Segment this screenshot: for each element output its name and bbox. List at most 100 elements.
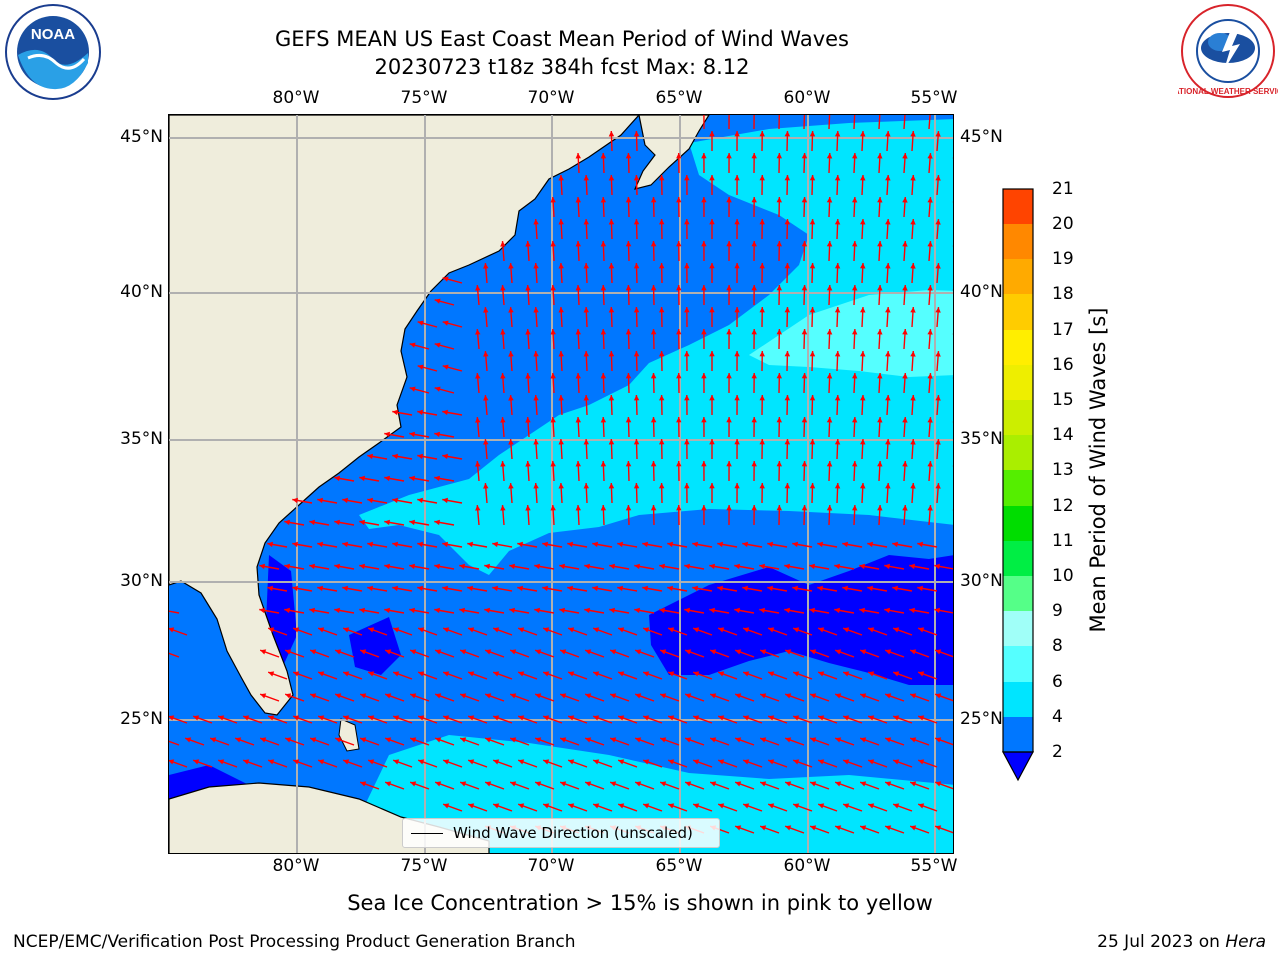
wave-direction-arrowhead [334, 475, 340, 482]
wave-direction-arrowhead [310, 737, 317, 743]
wave-direction-arrowhead [793, 671, 800, 677]
wave-direction-arrowhead [568, 803, 575, 809]
colorbar-tick: 13 [1052, 460, 1074, 480]
wave-direction-arrowhead [693, 627, 700, 633]
wave-direction-arrowhead [260, 693, 267, 699]
wave-direction-arrowhead [668, 627, 675, 633]
wave-direction-arrowhead [600, 461, 607, 467]
wave-direction-arrowhead [384, 475, 390, 482]
wave-direction-arrowhead [610, 737, 617, 743]
wave-direction-arrowhead [643, 627, 650, 633]
wave-direction-arrowhead [910, 307, 916, 313]
wave-direction-arrowhead [608, 263, 615, 269]
wave-direction-arrowhead [860, 483, 866, 489]
wave-direction-arrowhead [784, 563, 790, 570]
wave-direction-arrowhead [459, 607, 465, 614]
wave-direction-arrowhead [684, 483, 690, 489]
colorbar-segment [1003, 717, 1033, 752]
wave-direction-arrowhead [792, 541, 798, 548]
wave-direction-arrowhead [583, 263, 589, 269]
wave-direction-arrowhead [826, 461, 833, 467]
wave-direction-arrowhead [259, 563, 265, 570]
wave-direction-arrowhead [742, 585, 748, 592]
wave-direction-arrowhead [785, 649, 792, 655]
wave-direction-arrowhead [575, 461, 581, 467]
wave-direction-arrowhead [659, 439, 665, 445]
wave-direction-arrowhead [368, 759, 375, 765]
wave-direction-arrowhead [818, 803, 825, 809]
wave-direction-arrowhead [735, 781, 742, 787]
wave-direction-arrowhead [810, 825, 817, 831]
wave-direction-arrowhead [635, 649, 642, 655]
wave-direction-arrowhead [743, 627, 750, 633]
wave-direction-arrowhead [360, 781, 367, 787]
wave-direction-arrowhead [410, 649, 417, 655]
wave-direction-arrowhead [660, 649, 667, 655]
wave-direction-arrowhead [434, 431, 440, 438]
wave-direction-arrowhead [442, 409, 448, 416]
colorbar-label: Mean Period of Wind Waves [s] [1086, 307, 1110, 633]
wave-direction-arrowhead [935, 307, 941, 313]
wave-direction-arrowhead [759, 607, 765, 614]
wave-direction-arrowhead [600, 329, 607, 335]
wave-direction-arrowhead [385, 781, 392, 787]
wave-direction-arrowhead [633, 263, 640, 269]
wave-direction-arrowhead [917, 585, 923, 592]
wave-direction-arrowhead [835, 781, 842, 787]
wave-direction-arrowhead [558, 175, 564, 181]
colorbar-segment [1003, 576, 1033, 611]
wave-direction-arrowhead [809, 483, 816, 489]
lon-tick-top: 55°W [910, 88, 958, 108]
wave-direction-arrowhead [318, 759, 325, 765]
wave-direction-arrowhead [834, 175, 841, 181]
footer-date-text: 25 Jul 2023 on [1097, 932, 1226, 952]
wave-direction-arrowhead [810, 649, 817, 655]
wave-direction-arrowhead [210, 737, 217, 743]
wave-direction-arrowhead [893, 759, 900, 765]
wave-direction-arrowhead [468, 759, 475, 765]
wave-direction-arrowhead [927, 417, 933, 423]
wave-direction-arrowhead [877, 197, 883, 203]
wave-direction-arrowhead [751, 153, 757, 159]
wave-direction-arrowhead [768, 627, 775, 633]
wave-direction-arrowhead [534, 563, 540, 570]
wave-direction-arrowhead [902, 329, 908, 335]
wave-direction-arrowhead [685, 781, 692, 787]
wave-direction-arrowhead [676, 373, 682, 379]
wave-direction-arrowhead [393, 715, 400, 721]
wave-direction-arrowhead [784, 395, 791, 401]
wave-direction-arrowhead [533, 439, 539, 445]
wave-direction-arrowhead [359, 519, 365, 526]
lon-tick-bottom: 60°W [783, 856, 831, 876]
wave-direction-arrowhead [935, 781, 942, 787]
wave-direction-arrowhead [617, 585, 623, 592]
colorbar-tick: 18 [1052, 284, 1074, 304]
wave-direction-arrowhead [852, 373, 858, 379]
wave-direction-arrowhead [618, 627, 625, 633]
colorbar-tick: 21 [1052, 179, 1074, 199]
wave-direction-arrowhead [935, 131, 941, 137]
wave-direction-arrowhead [684, 395, 690, 401]
wave-direction-arrowhead [583, 439, 589, 445]
wave-direction-arrowhead [834, 439, 841, 445]
wave-direction-arrowhead [734, 131, 740, 137]
wave-direction-arrowhead [676, 461, 682, 467]
wave-direction-arrowhead [650, 461, 657, 467]
wave-direction-arrowhead [693, 759, 700, 765]
colorbar [1001, 188, 1035, 782]
wave-direction-arrowhead [510, 737, 517, 743]
wave-direction-arrowhead [842, 585, 848, 592]
wave-direction-arrowhead [409, 563, 415, 570]
colorbar-outline [1002, 188, 1034, 753]
wave-direction-arrowhead [910, 737, 917, 743]
wave-direction-arrowhead [443, 715, 450, 721]
wave-direction-arrowhead [877, 417, 883, 423]
wave-direction-arrowhead [293, 715, 300, 721]
wave-direction-arrowhead [809, 351, 816, 357]
wave-direction-arrowhead [860, 351, 866, 357]
wave-direction-arrowhead [701, 417, 707, 423]
wave-direction-arrowhead [583, 307, 589, 313]
nws-logo-text: NATIONAL WEATHER SERVICE [1178, 87, 1278, 96]
wave-direction-arrowhead [935, 219, 941, 225]
legend-line-swatch [411, 832, 443, 834]
